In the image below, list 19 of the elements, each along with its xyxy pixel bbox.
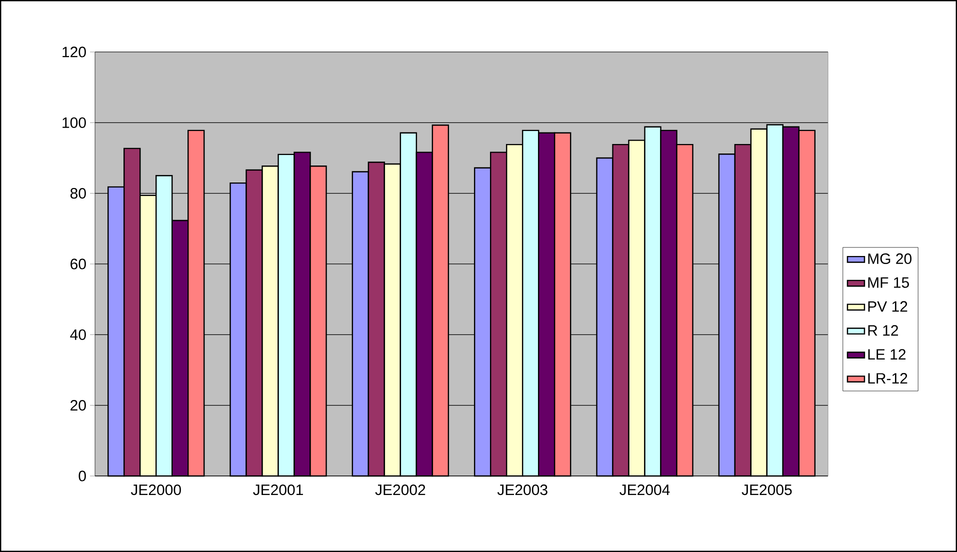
x-tick-label: JE2000 xyxy=(130,484,181,496)
y-tick-label: 60 xyxy=(70,258,86,270)
y-tick-label: 80 xyxy=(70,188,86,199)
x-tick-label: JE2002 xyxy=(375,484,426,496)
legend-label: LR-12 xyxy=(868,373,908,384)
y-tick-label: 0 xyxy=(78,470,86,482)
y-tick-label: 100 xyxy=(62,117,86,128)
x-tick-label: JE2004 xyxy=(620,484,670,496)
x-tick-label: JE2001 xyxy=(253,484,303,496)
y-tick-label: 20 xyxy=(70,400,86,411)
y-tick-label: 40 xyxy=(70,329,86,340)
x-tick-label: JE2003 xyxy=(497,484,548,496)
legend-label: MG 20 xyxy=(868,253,912,264)
legend-label: PV 12 xyxy=(868,301,908,312)
legend-label: R 12 xyxy=(868,325,898,336)
x-tick-label: JE2005 xyxy=(742,484,792,496)
legend-label: MF 15 xyxy=(868,277,909,288)
legend-label: LE 12 xyxy=(868,349,906,360)
y-tick-label: 120 xyxy=(62,46,86,58)
